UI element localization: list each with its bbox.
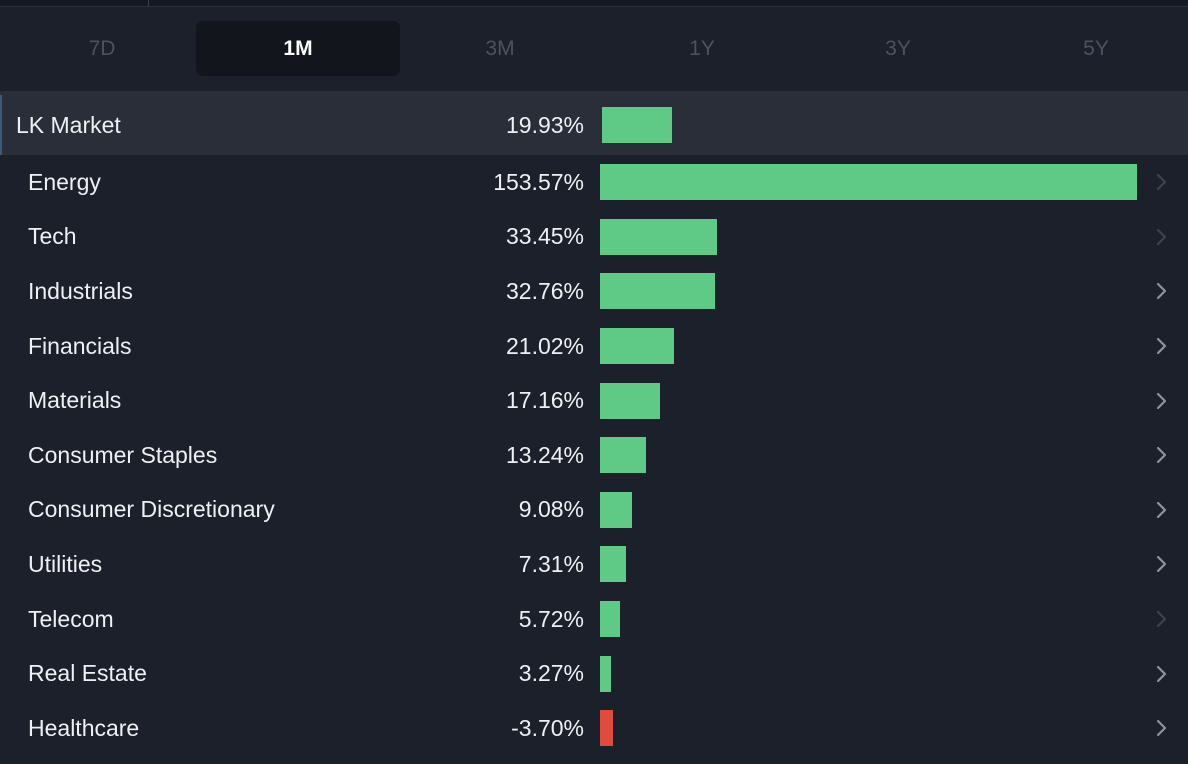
sector-row-consumer-staples[interactable]: Consumer Staples 13.24% <box>0 428 1188 483</box>
chevron-right-icon <box>1156 483 1168 538</box>
chevron-right-icon <box>1156 646 1168 701</box>
sector-value: 33.45% <box>505 223 584 250</box>
sector-bar <box>600 382 660 419</box>
sector-bar <box>600 273 715 310</box>
sector-bar <box>600 710 613 747</box>
chevron-right-icon <box>1156 210 1168 265</box>
sector-list: LK Market 19.93% Energy 153.57% Tech 33.… <box>0 95 1188 756</box>
sector-value: 17.16% <box>505 387 584 414</box>
sector-row-materials[interactable]: Materials 17.16% <box>0 373 1188 428</box>
top-strip <box>0 0 1188 7</box>
tab-7d[interactable]: 7D <box>88 36 116 60</box>
sector-row-energy[interactable]: Energy 153.57% <box>0 155 1188 210</box>
sector-bar <box>600 546 626 583</box>
sector-value: 3.27% <box>518 660 584 687</box>
market-label: LK Market <box>16 111 121 138</box>
sector-row-industrials[interactable]: Industrials 32.76% <box>0 264 1188 319</box>
sector-bar <box>600 437 647 474</box>
sector-label: Real Estate <box>28 660 147 687</box>
sector-label: Industrials <box>28 277 133 304</box>
sector-row-financials[interactable]: Financials 21.02% <box>0 319 1188 374</box>
chevron-right-icon <box>1156 319 1168 374</box>
sector-value: 13.24% <box>505 441 584 468</box>
tab-1y[interactable]: 1Y <box>689 36 715 60</box>
sector-bar <box>600 328 674 365</box>
sector-label: Energy <box>28 168 101 195</box>
sector-bar <box>600 601 620 638</box>
chevron-right-icon <box>1156 155 1168 210</box>
chevron-right-icon <box>1156 428 1168 483</box>
sector-bar <box>600 491 632 528</box>
sector-row-utilities[interactable]: Utilities 7.31% <box>0 537 1188 592</box>
sector-label: Materials <box>28 387 122 414</box>
sector-bar <box>600 655 612 692</box>
sector-value: 7.31% <box>518 550 584 577</box>
top-strip-divider <box>148 0 149 6</box>
sector-label: Consumer Discretionary <box>28 496 275 523</box>
sector-value: 153.57% <box>493 168 584 195</box>
sector-bar <box>600 164 1137 201</box>
sector-label: Financials <box>28 332 132 359</box>
sector-value: 21.02% <box>505 332 584 359</box>
sector-label: Utilities <box>28 550 103 577</box>
chevron-right-icon <box>1156 373 1168 428</box>
sector-value: 9.08% <box>518 496 584 523</box>
sector-row-real-estate[interactable]: Real Estate 3.27% <box>0 646 1188 701</box>
chevron-right-icon <box>1156 264 1168 319</box>
sector-label: Healthcare <box>28 714 140 741</box>
sector-bar <box>600 218 717 255</box>
tab-3y[interactable]: 3Y <box>885 36 911 60</box>
sector-row-telecom[interactable]: Telecom 5.72% <box>0 592 1188 647</box>
chevron-right-icon <box>1156 537 1168 592</box>
tab-3m[interactable]: 3M <box>485 36 515 60</box>
tab-1m[interactable]: 1M <box>196 21 400 76</box>
tab-5y[interactable]: 5Y <box>1083 36 1109 60</box>
sector-row-healthcare[interactable]: Healthcare -3.70% <box>0 701 1188 756</box>
sector-label: Consumer Staples <box>28 441 218 468</box>
tabs-divider <box>0 91 1188 95</box>
sector-row-tech[interactable]: Tech 33.45% <box>0 210 1188 265</box>
sector-value: 5.72% <box>518 605 584 632</box>
market-row[interactable]: LK Market 19.93% <box>0 95 1188 155</box>
period-tabs: 7D 1M 3M 1Y 3Y 5Y <box>0 7 1188 91</box>
chevron-right-icon <box>1156 701 1168 756</box>
sector-label: Telecom <box>28 605 114 632</box>
sector-value: 32.76% <box>505 277 584 304</box>
market-bar <box>602 107 672 143</box>
sector-row-consumer-discretionary[interactable]: Consumer Discretionary 9.08% <box>0 483 1188 538</box>
sector-value: -3.70% <box>511 714 584 741</box>
sector-label: Tech <box>28 223 77 250</box>
market-value: 19.93% <box>505 111 584 138</box>
chevron-right-icon <box>1156 592 1168 647</box>
